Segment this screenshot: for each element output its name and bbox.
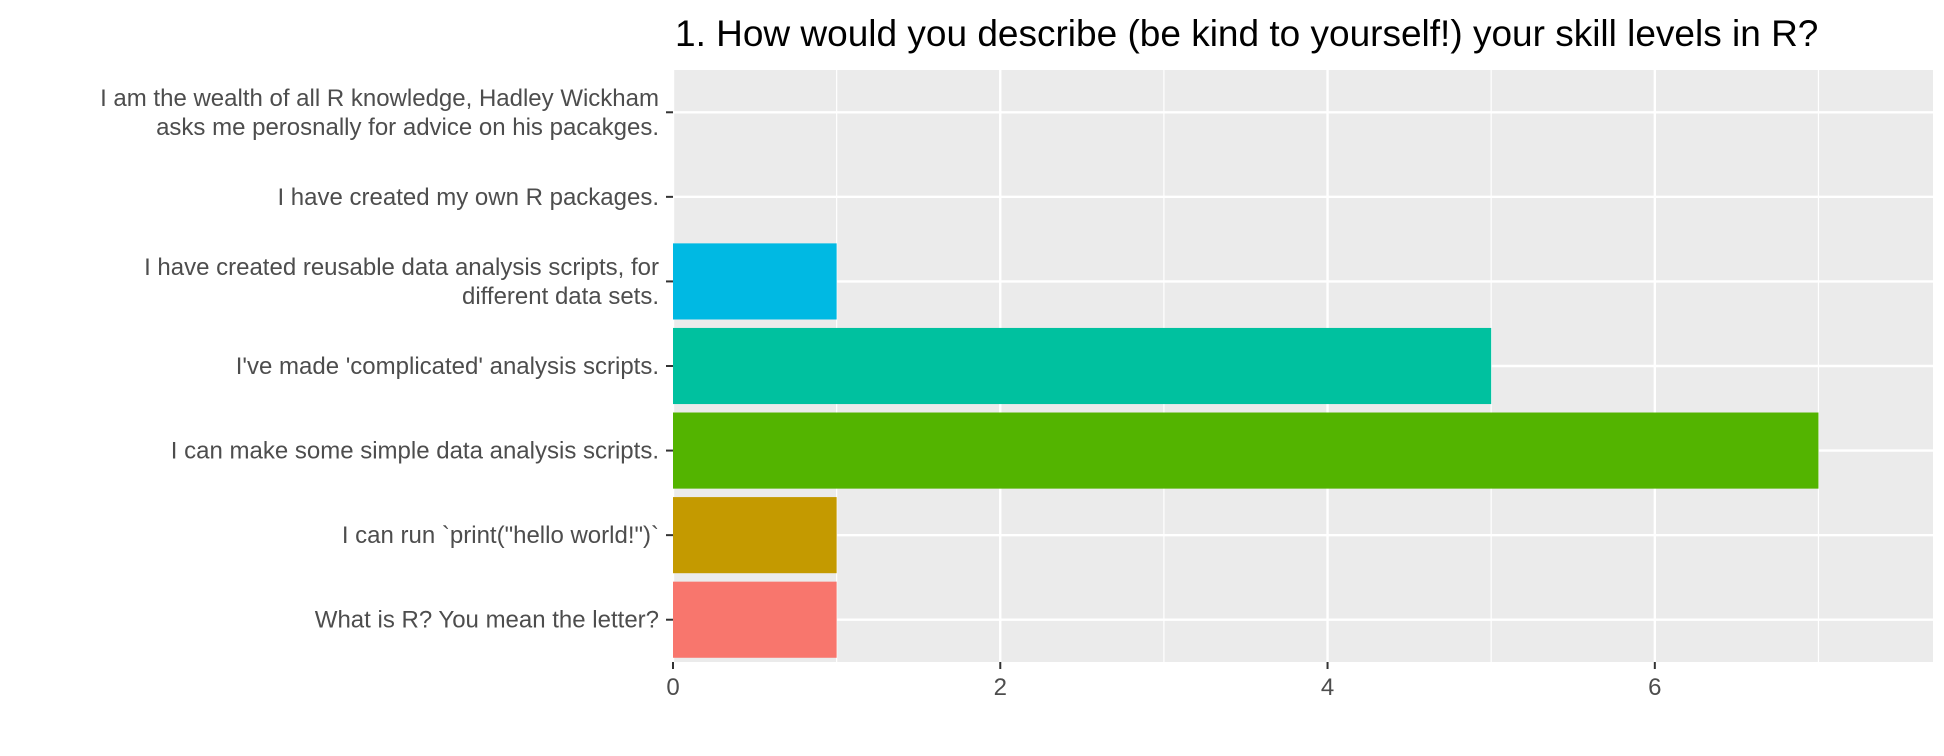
y-tick-label: I have created reusable data analysis sc…	[144, 254, 659, 310]
bar	[673, 327, 1492, 405]
bar	[673, 581, 837, 658]
x-tick-label: 4	[1321, 674, 1334, 701]
chart-title: 1. How would you describe (be kind to yo…	[675, 13, 1818, 54]
bar	[673, 243, 837, 320]
plot-panel: I am the wealth of all R knowledge, Hadl…	[100, 70, 1933, 701]
y-tick-label: I've made 'complicated' analysis scripts…	[236, 353, 659, 380]
bar	[673, 412, 1819, 489]
y-tick-label: I can make some simple data analysis scr…	[171, 438, 659, 465]
y-tick-label: I have created my own R packages.	[277, 184, 659, 211]
x-tick-label: 6	[1648, 674, 1661, 701]
y-tick-label: I can run `print("hello world!")`	[342, 522, 659, 549]
bar	[673, 497, 837, 574]
x-tick-label: 0	[666, 674, 679, 701]
y-tick-label: I am the wealth of all R knowledge, Hadl…	[100, 85, 659, 141]
x-tick-label: 2	[994, 674, 1007, 701]
y-tick-label: What is R? You mean the letter?	[315, 607, 659, 634]
